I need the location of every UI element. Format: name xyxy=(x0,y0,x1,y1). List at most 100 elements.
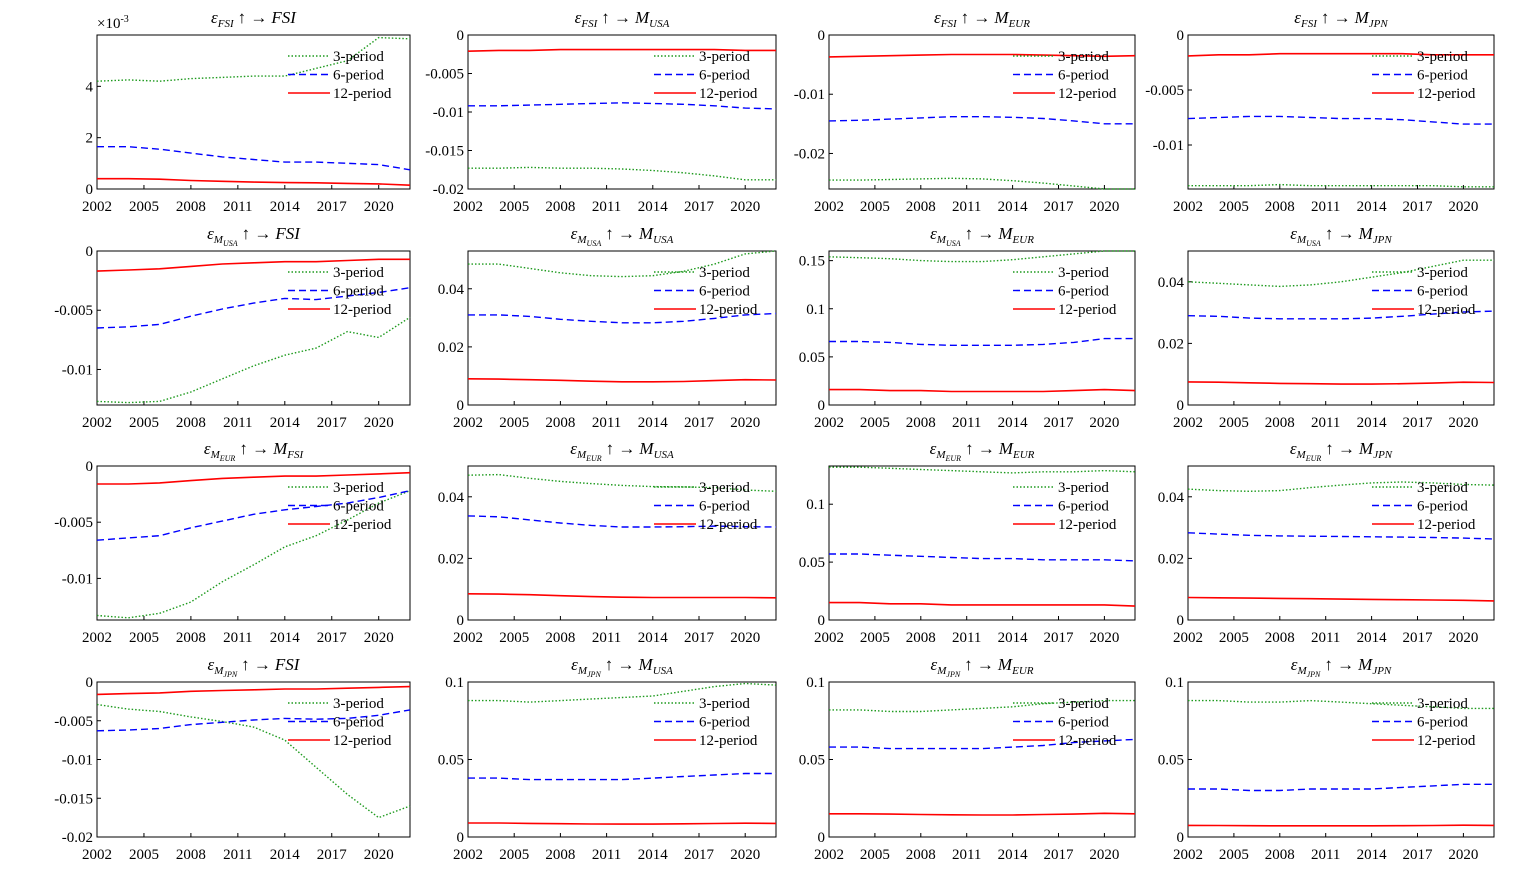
x-tick-label: 2011 xyxy=(223,415,252,431)
title-part: FSI xyxy=(274,655,301,674)
title-part: M xyxy=(638,655,654,674)
y-tick-label: -0.005 xyxy=(1145,83,1184,99)
title-part: JPN xyxy=(1307,670,1321,679)
legend-label: 12-period xyxy=(1417,86,1476,102)
legend-label: 6-period xyxy=(333,499,384,515)
legend-label: 3-period xyxy=(1058,480,1109,496)
panel: -0.01 -0.005 0 2002 2005 2008 2011 2014 2017 2020… xyxy=(54,224,411,431)
title-part: M xyxy=(1358,439,1374,458)
series-line xyxy=(468,166,776,181)
y-tick-label: 0.1 xyxy=(1165,675,1184,691)
legend-label: 3-period xyxy=(699,480,750,496)
y-tick-label: 2 xyxy=(86,131,94,147)
x-tick-label: 2011 xyxy=(592,199,621,215)
y-tick-label: -0.01 xyxy=(433,105,464,121)
title-part: ↑ → xyxy=(1321,8,1351,27)
x-tick-label: 2002 xyxy=(1173,199,1203,215)
title-part: FSI xyxy=(217,18,235,30)
legend-label: 12-period xyxy=(699,302,758,318)
series-line xyxy=(97,146,411,171)
legend-label: 3-period xyxy=(699,265,750,281)
y-tick-label: 0.04 xyxy=(438,282,465,298)
y-tick-label: 0.1 xyxy=(806,675,825,691)
plot-frame xyxy=(828,465,1136,621)
plot-frame xyxy=(1187,34,1495,190)
series-line xyxy=(1187,259,1494,288)
x-tick-label: 2017 xyxy=(684,199,715,215)
x-tick-label: 2020 xyxy=(1089,199,1119,215)
x-tick-label: 2011 xyxy=(952,199,981,215)
title-part: ε xyxy=(1290,439,1297,458)
y-tick-label: 0 xyxy=(1177,613,1185,629)
panel: -0.02 -0.015 -0.01 -0.005 0 2002 2005 2008 2011 2… xyxy=(54,655,411,863)
series-line xyxy=(829,553,1136,562)
series-line xyxy=(468,822,777,825)
x-tick-label: 2017 xyxy=(317,847,348,863)
title-part: M xyxy=(935,449,946,461)
x-tick-label: 2005 xyxy=(860,415,890,431)
title-part: M xyxy=(998,439,1014,458)
title-part: JPN xyxy=(1373,234,1393,246)
x-tick-label: 2002 xyxy=(453,847,483,863)
x-tick-label: 2002 xyxy=(814,847,844,863)
series-line xyxy=(828,53,1136,58)
title-part: ↑ → xyxy=(606,439,636,458)
series-line xyxy=(829,466,1136,474)
y-tick-label: 0.04 xyxy=(1158,490,1185,506)
x-tick-label: 2002 xyxy=(814,199,844,215)
legend-label: 6-period xyxy=(1417,499,1468,515)
x-tick-label: 2005 xyxy=(499,415,529,431)
plot-frame xyxy=(1187,250,1495,406)
series-line xyxy=(468,772,776,781)
y-tick-label: 0.04 xyxy=(1158,275,1185,291)
x-tick-label: 2014 xyxy=(998,199,1029,215)
y-tick-label: -0.005 xyxy=(54,714,93,730)
series-line xyxy=(468,312,777,324)
series-line xyxy=(828,250,1135,263)
y-tick-label: -0.01 xyxy=(62,571,93,587)
title-part: FSI xyxy=(270,8,297,27)
series-line xyxy=(828,116,1135,125)
title-part: FSI xyxy=(274,224,301,243)
title-part: USA xyxy=(946,239,961,248)
x-tick-label: 2002 xyxy=(1173,630,1203,646)
series-line xyxy=(829,388,1136,393)
x-tick-label: 2008 xyxy=(545,415,575,431)
title-part: ε xyxy=(1290,224,1297,243)
panel-title: εMEUR↑ → MJPN xyxy=(1290,439,1393,463)
x-tick-label: 2008 xyxy=(1265,199,1295,215)
x-tick-label: 2017 xyxy=(317,415,348,431)
x-tick-label: 2002 xyxy=(453,199,483,215)
x-tick-label: 2017 xyxy=(1044,847,1075,863)
x-tick-label: 2002 xyxy=(814,630,844,646)
title-part: EUR xyxy=(1011,665,1034,677)
x-tick-label: 2011 xyxy=(592,630,621,646)
x-tick-label: 2002 xyxy=(453,415,483,431)
title-part: ε xyxy=(204,439,211,458)
y-tick-label: 0 xyxy=(1177,398,1185,414)
x-tick-label: 2014 xyxy=(638,630,669,646)
series-line xyxy=(1187,52,1494,57)
x-tick-label: 2008 xyxy=(545,199,575,215)
title-part: EUR xyxy=(1012,449,1035,461)
title-part: JPN xyxy=(587,670,601,679)
x-tick-label: 2008 xyxy=(176,415,206,431)
x-tick-label: 2005 xyxy=(860,847,890,863)
x-tick-label: 2017 xyxy=(1044,630,1075,646)
x-tick-label: 2020 xyxy=(1448,847,1478,863)
title-part: FSI xyxy=(580,18,598,30)
legend-label: 3-period xyxy=(1417,265,1468,281)
x-tick-label: 2020 xyxy=(364,199,394,215)
legend-label: 12-period xyxy=(1058,86,1117,102)
x-tick-label: 2005 xyxy=(1219,415,1249,431)
x-tick-label: 2011 xyxy=(1311,415,1340,431)
y-tick-label: 0.02 xyxy=(1158,551,1184,567)
y-tick-label: 0.05 xyxy=(799,350,825,366)
x-tick-label: 2017 xyxy=(1044,199,1075,215)
title-part: ↑ → xyxy=(241,655,271,674)
legend-label: 3-period xyxy=(699,49,750,65)
x-tick-label: 2008 xyxy=(906,630,936,646)
plot-frame xyxy=(467,250,777,406)
y-tick-label: 4 xyxy=(86,79,94,95)
